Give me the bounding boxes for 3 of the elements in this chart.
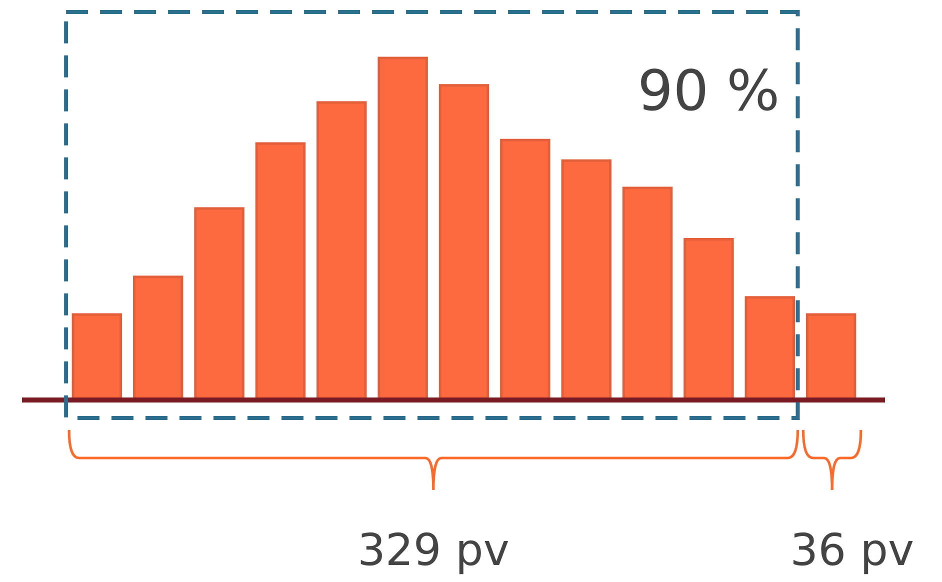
annotation: 90 % — [637, 59, 780, 124]
text: 36 pv — [790, 525, 914, 576]
text: 329 pv — [357, 525, 510, 576]
